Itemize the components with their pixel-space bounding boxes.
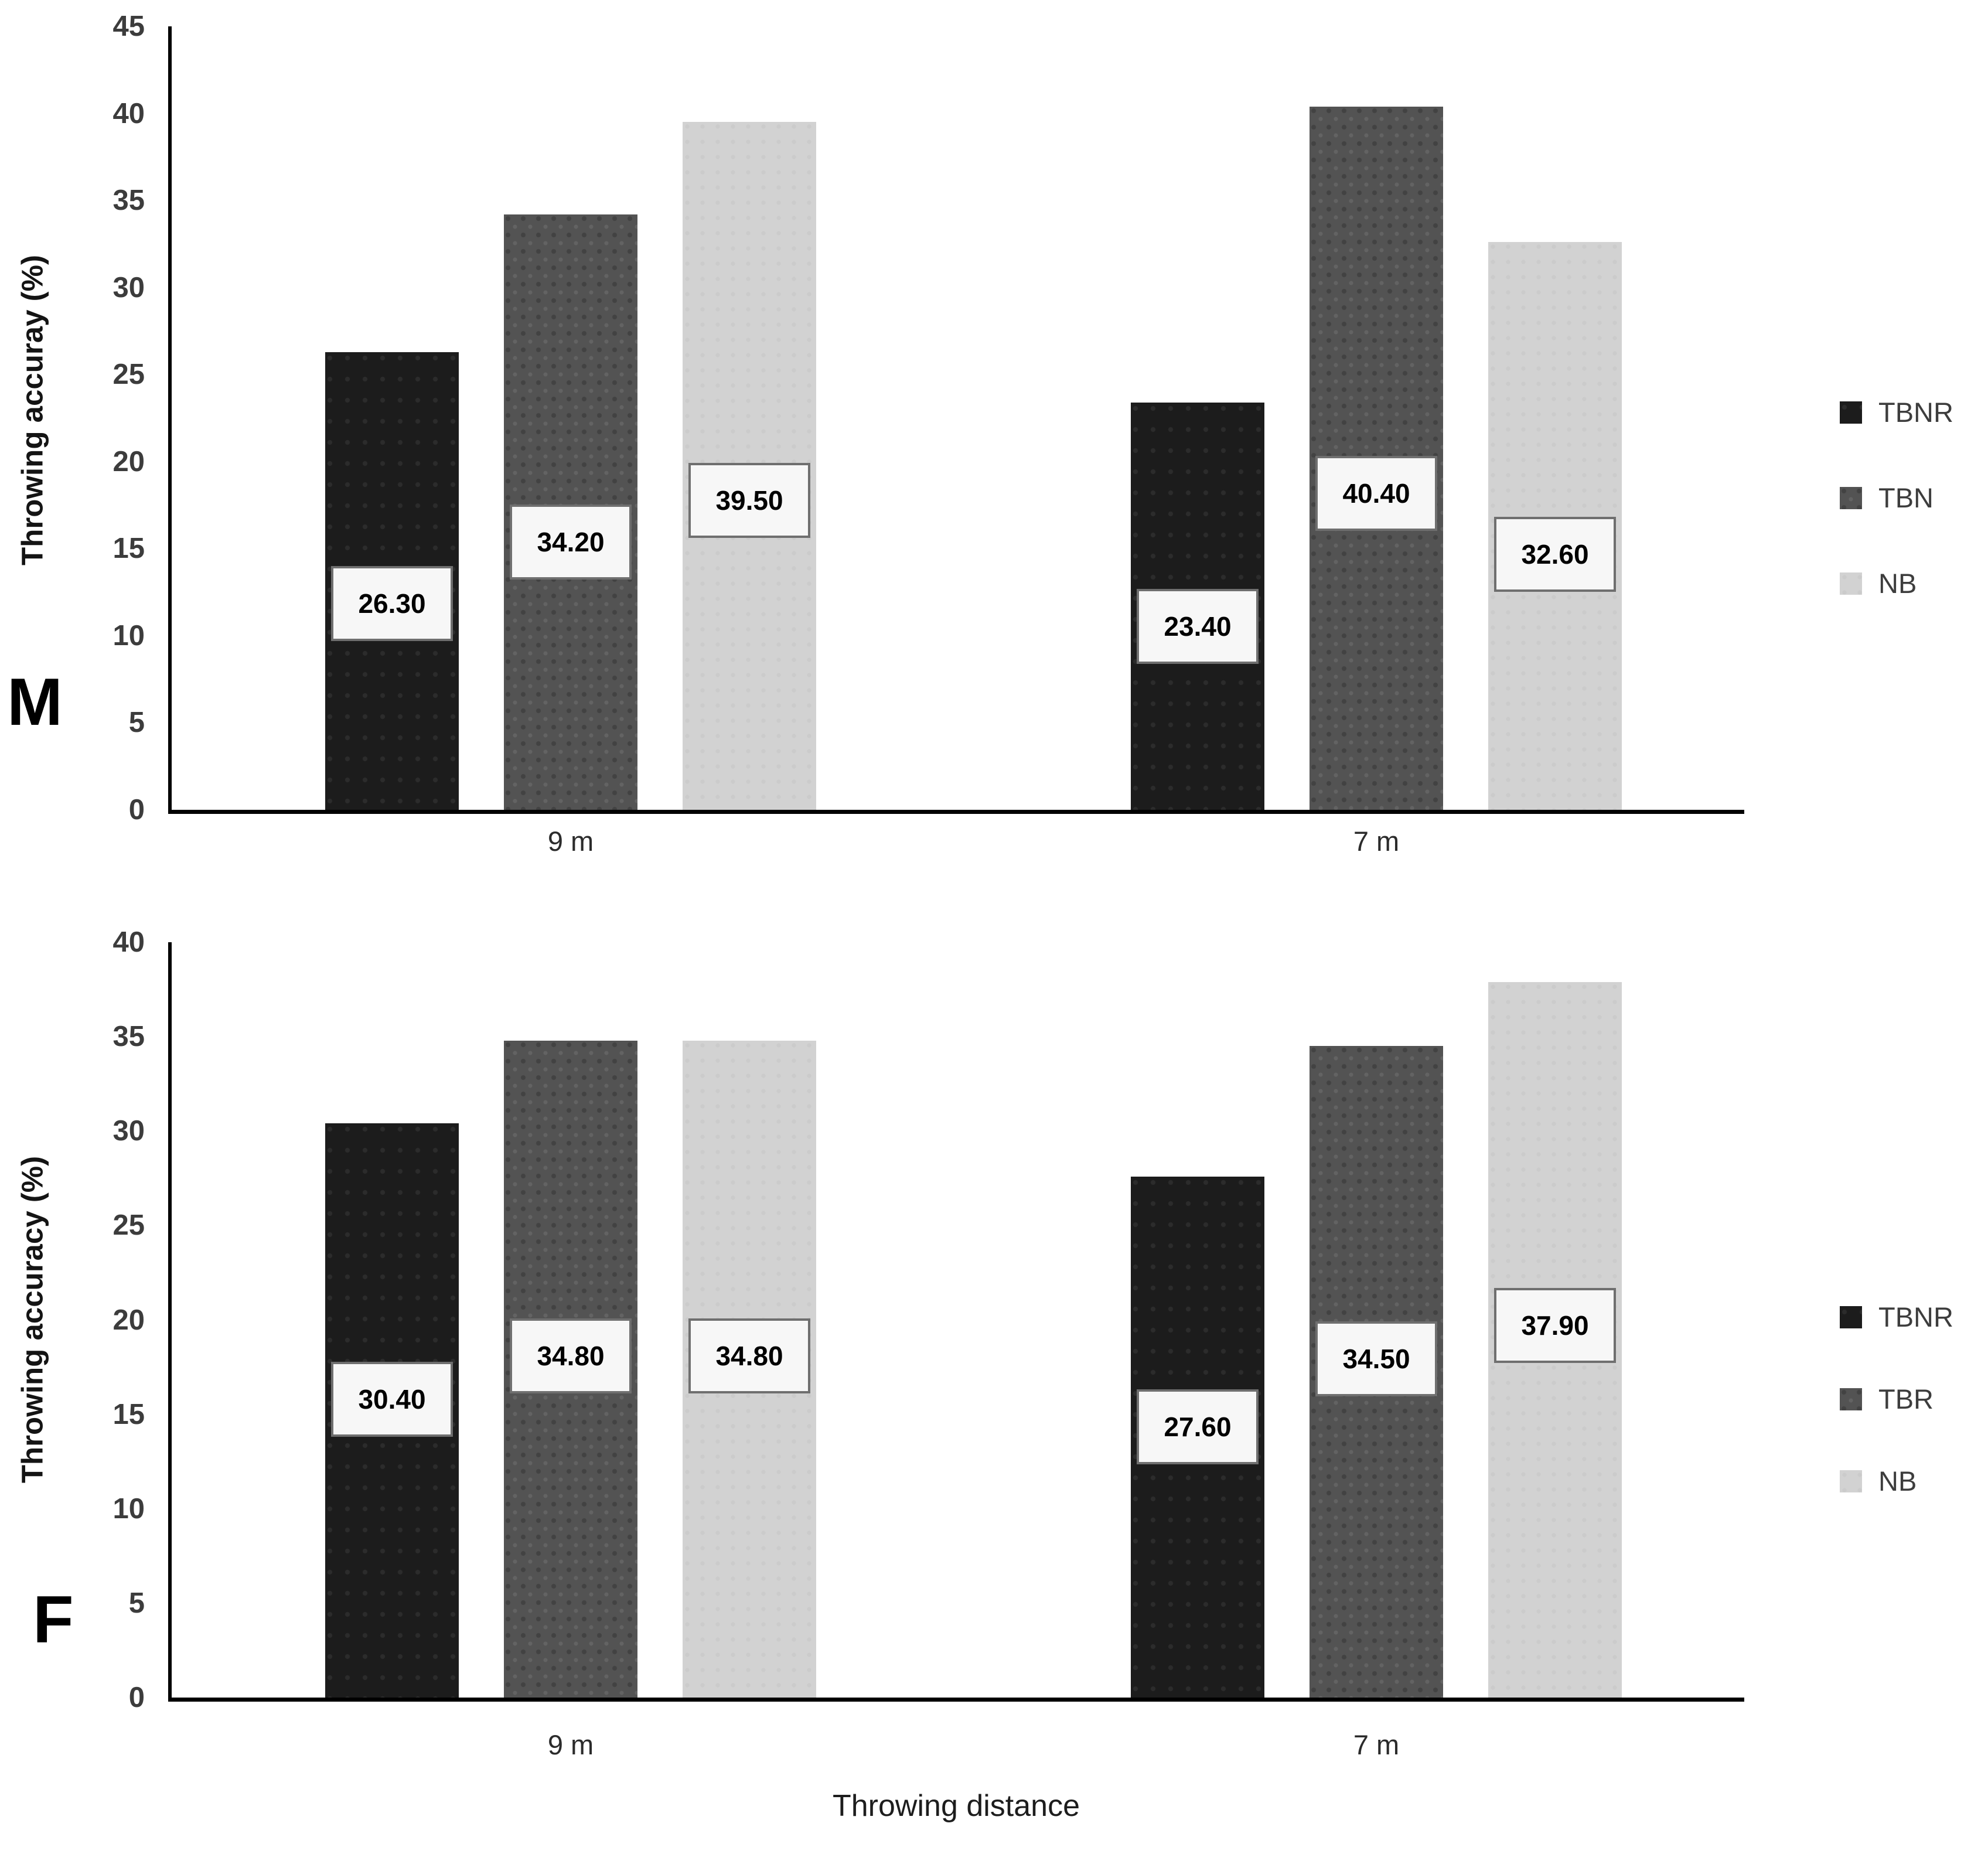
panel-letter-m: M [7, 665, 63, 739]
y-tick-label-m-5: 5 [128, 707, 145, 739]
y-axis-line-m [168, 26, 172, 814]
y-tick-label-m-30: 30 [112, 271, 145, 304]
y-axis-line-f [168, 942, 172, 1702]
y-tick-label-f-30: 30 [112, 1115, 145, 1147]
legend-item-m-nb: NB [1840, 568, 1917, 599]
y-tick-label-f-5: 5 [128, 1587, 145, 1619]
bar-value-label-f-9-m-tbnr: 30.40 [331, 1361, 453, 1437]
y-tick-label-m-15: 15 [112, 533, 145, 565]
x-axis-line-f [168, 1698, 1744, 1702]
bar-value-label-f-7-m-nb: 37.90 [1494, 1287, 1616, 1363]
bar-value-label-m-9-m-tbn: 34.20 [510, 504, 632, 580]
y-tick-label-f-15: 15 [112, 1398, 145, 1430]
bar-value-label-m-7-m-nb: 32.60 [1494, 517, 1616, 592]
y-tick-label-f-10: 10 [112, 1492, 145, 1525]
legend-label-m-nb: NB [1878, 568, 1917, 599]
y-tick-label-f-40: 40 [112, 926, 145, 958]
y-tick-label-f-35: 35 [112, 1021, 145, 1053]
legend-label-f-nb: NB [1878, 1466, 1917, 1497]
category-label-f-7-m: 7 m [1353, 1729, 1400, 1760]
category-label-m-7-m: 7 m [1353, 826, 1400, 857]
legend-swatch-m-tbnr [1840, 401, 1862, 424]
bar-value-label-f-9-m-nb: 34.80 [688, 1318, 810, 1393]
x-axis-title: Throwing distance [833, 1789, 1080, 1823]
bar-value-label-f-9-m-tbr: 34.80 [510, 1318, 632, 1393]
legend-item-f-nb: NB [1840, 1466, 1917, 1497]
legend-label-f-tbnr: TBNR [1878, 1301, 1953, 1332]
category-label-m-9-m: 9 m [547, 826, 594, 857]
legend-swatch-f-tbnr [1840, 1306, 1862, 1328]
legend-item-m-tbn: TBN [1840, 483, 1934, 513]
y-tick-label-m-25: 25 [112, 359, 145, 391]
legend-item-m-tbnr: TBNR [1840, 397, 1953, 428]
y-tick-label-f-0: 0 [128, 1682, 145, 1713]
bar-value-label-m-7-m-tbn: 40.40 [1315, 455, 1437, 531]
x-axis-line-m [168, 810, 1744, 814]
bar-value-label-m-9-m-tbnr: 26.30 [331, 566, 453, 642]
y-tick-label-m-35: 35 [112, 185, 145, 217]
bar-value-label-m-7-m-tbnr: 23.40 [1137, 589, 1259, 664]
legend-swatch-m-nb [1840, 572, 1862, 595]
y-tick-label-m-0: 0 [128, 794, 145, 826]
bar-value-label-f-7-m-tbnr: 27.60 [1137, 1389, 1259, 1464]
y-tick-label-m-40: 40 [112, 97, 145, 129]
legend-item-f-tbr: TBR [1840, 1384, 1934, 1415]
y-tick-label-m-20: 20 [112, 445, 145, 478]
legend-swatch-f-tbr [1840, 1388, 1862, 1410]
y-tick-label-m-10: 10 [112, 619, 145, 652]
legend-swatch-f-nb [1840, 1470, 1862, 1492]
legend-item-f-tbnr: TBNR [1840, 1302, 1953, 1332]
bar-value-label-m-9-m-nb: 39.50 [688, 462, 810, 538]
category-label-f-9-m: 9 m [547, 1729, 594, 1760]
y-tick-label-f-25: 25 [112, 1209, 145, 1242]
legend-label-m-tbnr: TBNR [1878, 397, 1953, 428]
panel-letter-f: F [33, 1583, 74, 1657]
bar-value-label-f-7-m-tbr: 34.50 [1315, 1321, 1437, 1396]
legend-swatch-m-tbn [1840, 487, 1862, 509]
legend-label-m-tbn: TBN [1878, 482, 1934, 513]
y-tick-label-m-45: 45 [112, 11, 145, 42]
y-tick-label-f-20: 20 [112, 1304, 145, 1336]
legend-label-f-tbr: TBR [1878, 1383, 1934, 1415]
